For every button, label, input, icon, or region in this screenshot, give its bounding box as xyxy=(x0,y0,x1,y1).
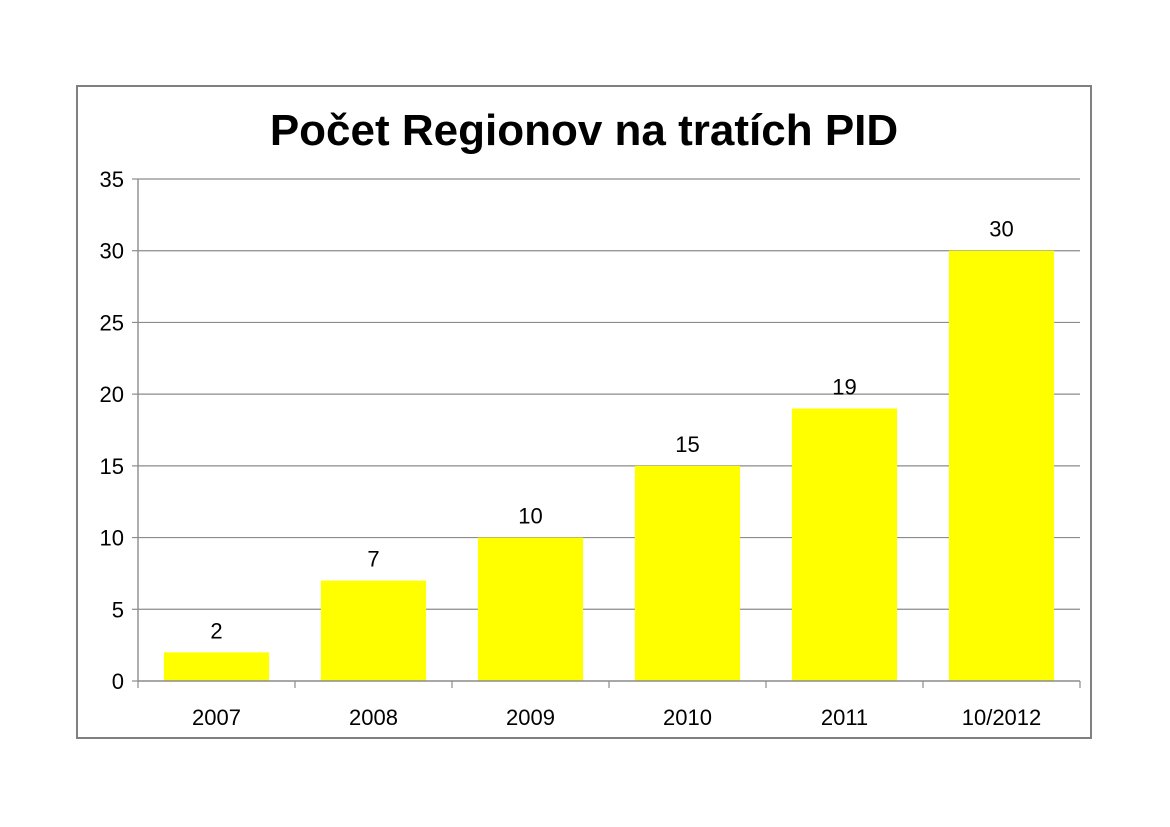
bar-10/2012 xyxy=(948,250,1055,681)
y-tick-label: 25 xyxy=(100,310,124,335)
bar-2008 xyxy=(320,580,427,681)
y-tick-label: 10 xyxy=(100,526,124,551)
y-tick-label: 30 xyxy=(100,239,124,264)
y-tick-label: 15 xyxy=(100,454,124,479)
data-label-2009: 10 xyxy=(518,504,542,529)
data-label-2008: 7 xyxy=(367,547,379,572)
axes xyxy=(132,178,1081,688)
data-label-2010: 15 xyxy=(675,432,699,457)
grid-lines xyxy=(138,178,1080,610)
bar-2010 xyxy=(634,465,741,681)
y-tick-label: 5 xyxy=(112,597,124,622)
data-label-10/2012: 30 xyxy=(989,217,1013,242)
x-tick-label-2011: 2011 xyxy=(821,705,868,730)
y-tick-label: 35 xyxy=(100,167,124,192)
bar-2011 xyxy=(791,408,898,681)
x-tick-label-2010: 2010 xyxy=(663,705,712,730)
data-label-2007: 2 xyxy=(210,618,222,643)
x-tick-label-10/2012: 10/2012 xyxy=(962,705,1042,730)
x-tick-label-2007: 2007 xyxy=(192,705,241,730)
data-label-2011: 19 xyxy=(832,374,856,399)
bar-2009 xyxy=(477,537,584,681)
bars xyxy=(163,250,1055,681)
chart-title: Počet Regionov na tratích PID xyxy=(270,106,898,155)
y-tick-label: 20 xyxy=(100,382,124,407)
bar-2007 xyxy=(163,652,270,681)
chart-frame xyxy=(76,85,1092,739)
x-tick-label-2008: 2008 xyxy=(349,705,398,730)
x-tick-label-2009: 2009 xyxy=(506,705,555,730)
y-tick-label: 0 xyxy=(112,669,124,694)
labels: 0 5 10 15 20 25 30 35 2 2007 7 2008 10 2009 15 2010 19 20… xyxy=(100,167,1042,730)
